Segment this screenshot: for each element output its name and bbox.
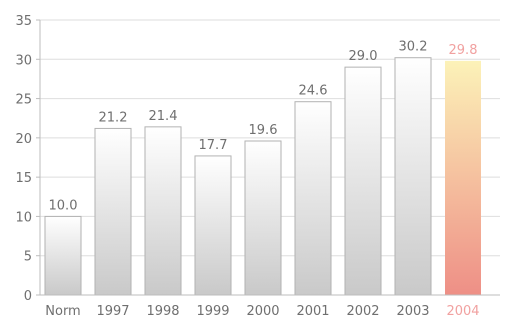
- data-label-2000: 19.6: [249, 123, 278, 138]
- data-label-2003: 30.2: [399, 40, 428, 55]
- bar-2002: [344, 66, 382, 296]
- data-label-2002: 29.0: [349, 49, 378, 64]
- y-tick-label-25: 25: [15, 93, 32, 108]
- x-tick-label-2004: 2004: [446, 304, 479, 319]
- data-label-1997: 21.2: [99, 110, 128, 125]
- x-tick-label-2003: 2003: [396, 304, 429, 319]
- x-tick-label-2000: 2000: [246, 304, 279, 319]
- y-tick-label-10: 10: [15, 210, 32, 225]
- y-tick-label-20: 20: [15, 132, 32, 147]
- data-label-Norm: 10.0: [49, 198, 78, 213]
- bar-Norm: [44, 215, 82, 296]
- x-tick-label-2002: 2002: [346, 304, 379, 319]
- y-tick-label-0: 0: [24, 289, 32, 304]
- x-tick-label-1998: 1998: [146, 304, 179, 319]
- data-label-1999: 17.7: [199, 138, 228, 153]
- data-label-1998: 21.4: [149, 109, 178, 124]
- bar-2004: [445, 60, 481, 295]
- x-axis: Norm 1997 1998 1999 2000 2001 2002 2003 2004: [40, 294, 500, 319]
- bars: [44, 57, 481, 296]
- bar-1999: [194, 155, 232, 296]
- bar-1998: [144, 126, 182, 296]
- data-label-2001: 24.6: [299, 84, 328, 99]
- bar-1997: [94, 127, 132, 296]
- x-tick-label-Norm: Norm: [45, 304, 80, 319]
- bar-2001: [294, 101, 332, 296]
- y-tick-label-35: 35: [15, 14, 32, 29]
- data-labels: 10.0 21.2 21.4 17.7 19.6 24.6 29.0 30.2 29.8: [49, 40, 478, 214]
- y-tick-label-5: 5: [24, 250, 32, 265]
- y-tick-label-15: 15: [15, 171, 32, 186]
- y-tick-label-30: 30: [15, 53, 32, 68]
- bar-2000: [244, 140, 282, 296]
- bar-2003: [394, 57, 432, 296]
- x-tick-label-1999: 1999: [196, 304, 229, 319]
- x-tick-label-2001: 2001: [296, 304, 329, 319]
- x-tick-label-1997: 1997: [96, 304, 129, 319]
- y-axis: 0 5 10 15 20 25 30 35: [15, 14, 41, 304]
- data-label-2004: 29.8: [449, 43, 478, 58]
